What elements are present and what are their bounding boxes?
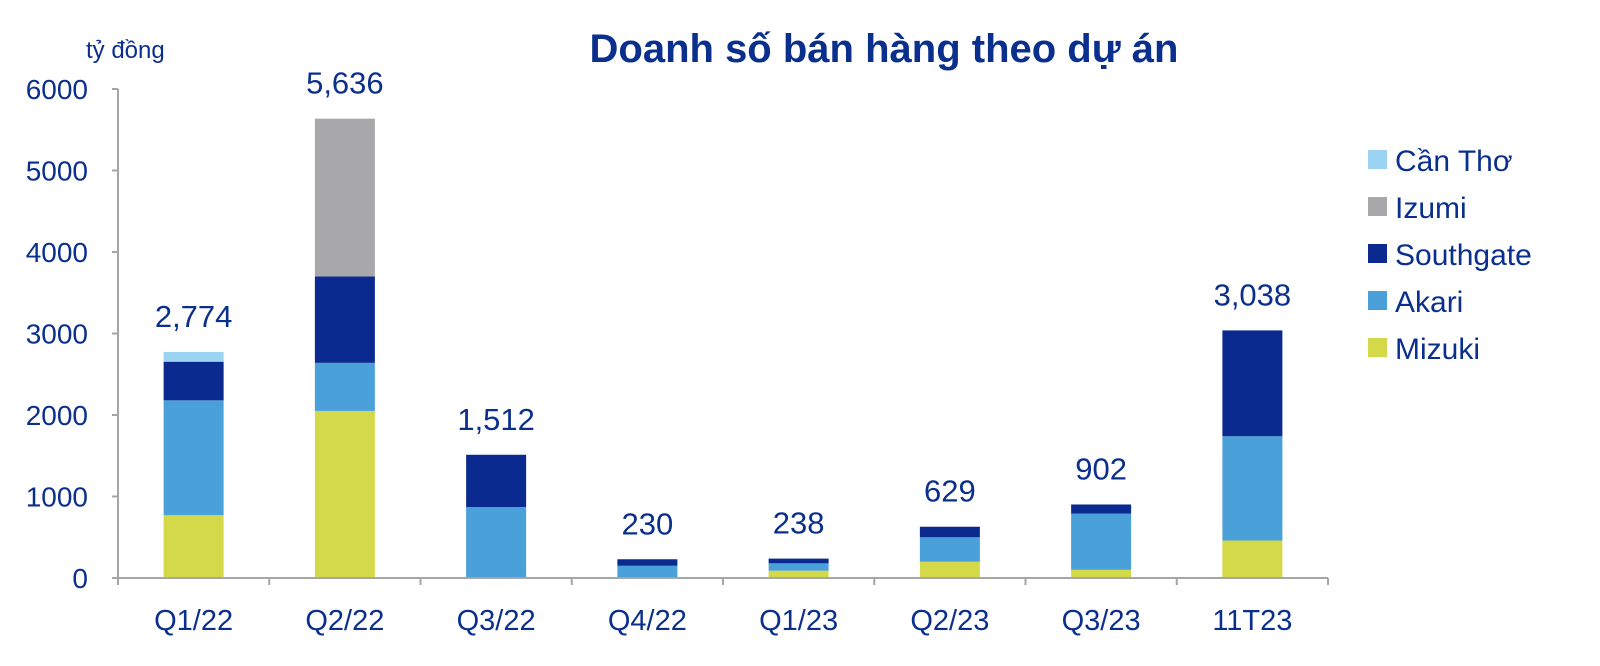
bars xyxy=(163,118,1283,578)
bar-segment-akari xyxy=(1222,436,1283,541)
bar-total-labels: 2,774 5,636 1,512 230 238 629 902 3,038 xyxy=(155,66,1291,542)
chart-title: Doanh số bán hàng theo dự án xyxy=(590,27,1179,71)
bar-total-label: 230 xyxy=(622,506,674,541)
bar-segment-southgate xyxy=(1071,504,1132,514)
legend-swatch xyxy=(1368,197,1387,216)
y-tick-label: 3000 xyxy=(26,319,88,350)
bar-total-label: 2,774 xyxy=(155,299,233,334)
legend-swatch xyxy=(1368,244,1387,263)
x-tick-label: Q2/23 xyxy=(910,605,989,637)
legend-swatch xyxy=(1368,150,1387,169)
bar-segment-akari xyxy=(768,563,829,571)
bar-total-label: 629 xyxy=(924,474,976,509)
bar-segment-akari xyxy=(163,400,224,516)
bar-segment-akari xyxy=(466,507,527,578)
bar-segment-akari xyxy=(617,565,678,578)
legend-label: Mizuki xyxy=(1395,333,1480,366)
x-tick-label: Q3/23 xyxy=(1062,605,1141,637)
bar-segment-akari xyxy=(314,362,375,411)
bar-segment-southgate xyxy=(1222,330,1283,437)
y-axis-unit-label: tỷ đồng xyxy=(86,37,165,64)
x-tick-label: Q4/22 xyxy=(608,605,687,637)
y-tick-label: 0 xyxy=(72,563,88,594)
y-axis-ticks: 0 1000 2000 3000 4000 5000 6000 xyxy=(26,74,88,594)
x-tick-label: Q1/22 xyxy=(154,605,233,637)
x-axis-ticks: Q1/22 Q2/22 Q3/22 Q4/22 Q1/23 Q2/23 Q3/23 11T23 xyxy=(154,605,1292,637)
legend-label: Izumi xyxy=(1395,192,1467,225)
bar-total-label: 1,512 xyxy=(457,402,535,437)
x-tick-label: Q2/22 xyxy=(305,605,384,637)
bar-segment-mizuki xyxy=(1222,540,1283,578)
y-tick-label: 1000 xyxy=(26,482,88,513)
y-tick-label: 5000 xyxy=(26,156,88,187)
bar-total-label: 238 xyxy=(773,506,825,541)
bar-segment-southgate xyxy=(768,558,829,564)
bar-segment-mizuki xyxy=(314,410,375,578)
legend-swatch xyxy=(1368,291,1387,310)
bar-segment-southgate xyxy=(163,361,224,401)
bar-segment-southgate xyxy=(466,454,527,508)
bar-segment-mizuki xyxy=(1071,569,1132,578)
x-tick-label: Q1/23 xyxy=(759,605,838,637)
bar-segment-mizuki xyxy=(919,561,980,578)
x-tick-label: 11T23 xyxy=(1212,605,1292,637)
bar-segment-mizuki xyxy=(768,570,829,578)
bar-total-label: 5,636 xyxy=(306,66,384,101)
bar-segment-cần-thơ xyxy=(163,351,224,362)
legend: Cần Thơ Izumi Southgate Akari Mizuki xyxy=(1368,145,1532,366)
y-tick-label: 4000 xyxy=(26,237,88,268)
legend-swatch xyxy=(1368,338,1387,357)
y-tick-label: 6000 xyxy=(26,74,88,105)
bar-segment-southgate xyxy=(919,526,980,538)
legend-label: Akari xyxy=(1395,286,1463,319)
bar-segment-akari xyxy=(1071,513,1132,570)
legend-label: Cần Thơ xyxy=(1395,145,1513,178)
bar-segment-mizuki xyxy=(163,515,224,578)
y-tick-label: 2000 xyxy=(26,400,88,431)
bar-segment-akari xyxy=(919,537,980,562)
legend-label: Southgate xyxy=(1395,239,1532,272)
bar-segment-izumi xyxy=(314,118,375,277)
bar-segment-southgate xyxy=(314,276,375,363)
bar-segment-southgate xyxy=(617,559,678,566)
axes xyxy=(112,88,1329,585)
x-tick-label: Q3/22 xyxy=(457,605,536,637)
bar-total-label: 902 xyxy=(1075,451,1127,486)
bar-total-label: 3,038 xyxy=(1214,277,1292,312)
